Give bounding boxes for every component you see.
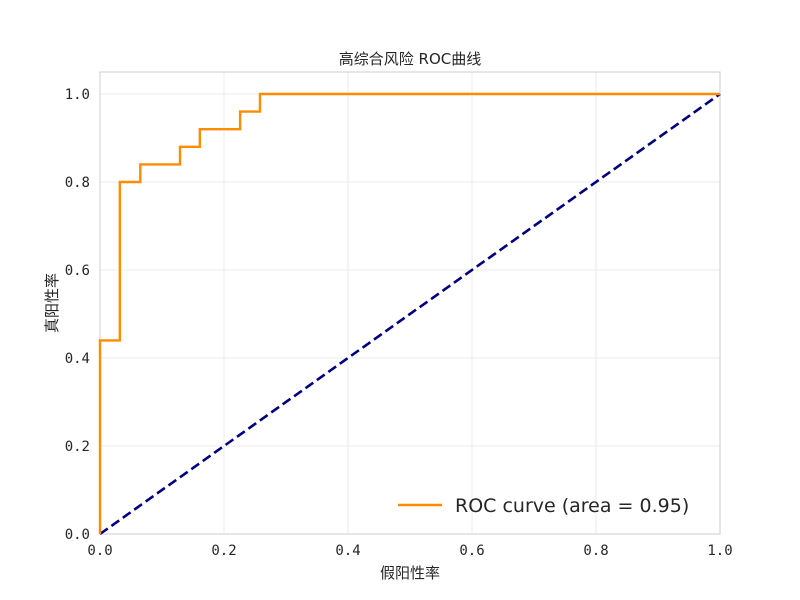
x-tick-label: 0.8 — [583, 543, 608, 559]
x-tick-label: 0.2 — [211, 543, 236, 559]
y-tick-label: 0.4 — [65, 351, 90, 367]
series-layer — [98, 92, 721, 536]
y-tick-label: 0.0 — [65, 527, 90, 543]
x-axis-label: 假阳性率 — [380, 564, 440, 582]
roc-curve-line — [98, 92, 720, 534]
y-tick-label: 0.8 — [65, 175, 90, 191]
chart-title: 高综合风险 ROC曲线 — [339, 50, 481, 68]
x-tick-label: 0.4 — [335, 543, 360, 559]
y-tick-label: 0.2 — [65, 439, 90, 455]
y-tick-label: 0.6 — [65, 263, 90, 279]
x-tick-label: 1.0 — [707, 543, 732, 559]
y-tick-label: 1.0 — [65, 87, 90, 103]
chance-diagonal-line — [99, 92, 721, 536]
grid-lines — [99, 72, 721, 535]
x-tick-label: 0.0 — [87, 543, 112, 559]
tick-labels: 0.0 0.2 0.4 0.6 0.8 1.0 0.0 0.2 0.4 0.6 0.8 1.0 — [65, 87, 733, 559]
y-axis-label: 真阳性率 — [43, 273, 61, 333]
plot-frame — [99, 71, 721, 535]
legend-label-roc: ROC curve (area = 0.95) — [455, 495, 689, 517]
legend: ROC curve (area = 0.95) — [398, 495, 689, 517]
x-tick-label: 0.6 — [459, 543, 484, 559]
